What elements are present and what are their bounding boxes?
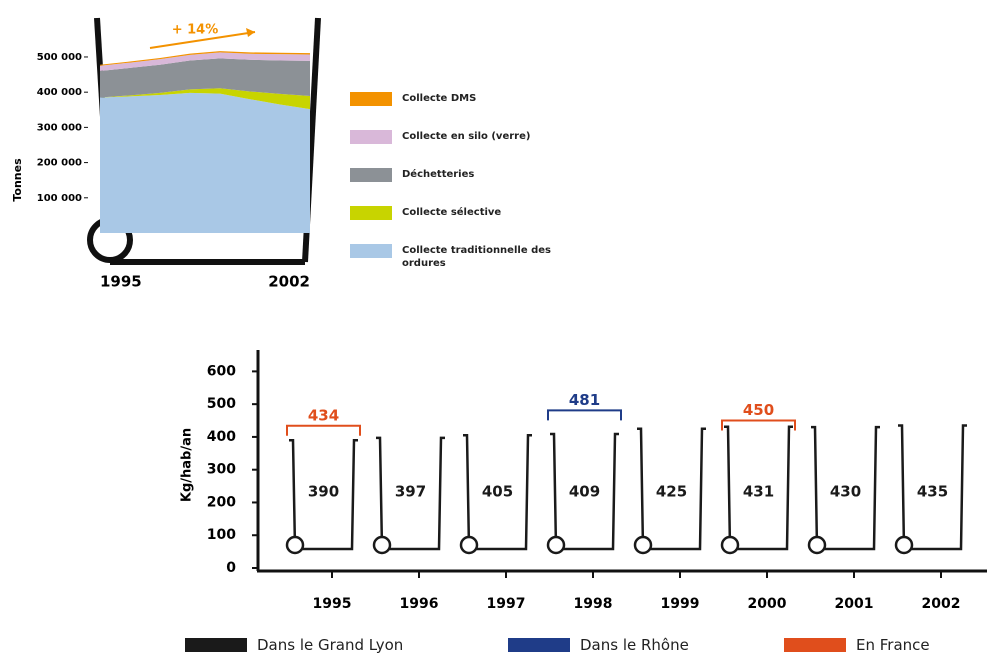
wheel [633, 535, 653, 555]
legend-swatch [350, 206, 392, 220]
area [100, 52, 310, 72]
area [100, 58, 310, 98]
x-tick-label: 2000 [748, 596, 787, 612]
wheel [807, 535, 827, 555]
area [100, 88, 310, 110]
data-label: 425 [656, 483, 687, 501]
legend-swatch [784, 638, 846, 652]
data-label: 397 [395, 483, 426, 501]
data-label: 481 [569, 391, 600, 409]
legend-label: Dans le Rhône [580, 636, 689, 654]
legend-swatch [350, 168, 392, 182]
bucket [724, 425, 793, 551]
bracket [286, 424, 361, 436]
wheel [459, 535, 479, 555]
y-tick-label: 0 [226, 560, 236, 576]
y-axis-label: Tonnes [11, 158, 24, 202]
legend-label: Dans le Grand Lyon [257, 636, 404, 654]
bracket [547, 409, 622, 421]
data-label: 409 [569, 483, 600, 501]
data-label: 431 [743, 483, 774, 501]
legend-item: Déchetteries [350, 168, 567, 182]
arrow-head [246, 28, 255, 37]
y-tick-label: 100 [207, 527, 236, 543]
bucket [289, 438, 358, 551]
legend-item: En France [784, 636, 930, 654]
y-tick-label: 100 000 [37, 193, 82, 204]
data-label: 450 [743, 401, 774, 419]
bucket [898, 424, 967, 551]
legend-item: Collecte sélective [350, 206, 567, 220]
annotation: + 14% [172, 23, 219, 38]
x-tick-label: 1995 [100, 273, 142, 291]
legend-label: Collecte traditionnelle des ordures [402, 245, 551, 269]
legend-swatch [350, 92, 392, 106]
bucket [811, 425, 880, 551]
y-tick-label: 200 000 [37, 158, 82, 169]
x-tick-label: 1996 [400, 596, 439, 612]
legend-item: Collecte en silo (verre) [350, 130, 567, 144]
y-tick-label: 400 [207, 429, 236, 445]
wheel [720, 535, 740, 555]
x-tick-label: 2002 [922, 596, 961, 612]
legend-label: Collecte en silo (verre) [402, 131, 531, 142]
data-label: 390 [308, 483, 339, 501]
area [100, 92, 310, 233]
bucket [550, 432, 619, 551]
legend-swatch [350, 244, 392, 258]
data-label: 405 [482, 483, 513, 501]
legend-item: Collecte traditionnelle des ordures [350, 244, 567, 270]
data-label: 434 [308, 406, 339, 424]
wheel [285, 535, 305, 555]
legend-item: Dans le Grand Lyon [185, 636, 403, 654]
y-tick-label: 300 000 [37, 122, 82, 133]
x-tick-label: 2002 [268, 273, 310, 291]
x-tick-label: 2001 [835, 596, 874, 612]
y-tick-label: 200 [207, 494, 236, 510]
y-tick-label: 600 [207, 363, 236, 379]
wheel [372, 535, 392, 555]
y-axis-label: Kg/hab/an [180, 428, 195, 502]
bucket [637, 427, 706, 551]
legend-swatch [350, 130, 392, 144]
legend-label: Collecte sélective [402, 207, 502, 218]
legend-label: En France [856, 636, 930, 654]
data-label: 435 [917, 483, 948, 501]
legend-swatch [185, 638, 247, 652]
x-tick-label: 1997 [487, 596, 526, 612]
y-tick-label: 400 000 [37, 87, 82, 98]
legend-label: Collecte DMS [402, 93, 477, 104]
wheel [546, 535, 566, 555]
wheel [894, 535, 914, 555]
x-tick-label: 1999 [661, 596, 700, 612]
y-tick-label: 500 [207, 396, 236, 412]
x-tick-label: 1995 [313, 596, 352, 612]
bucket [376, 436, 445, 551]
legend-item: Dans le Rhône [508, 636, 689, 654]
data-label: 430 [830, 483, 861, 501]
annotation-arrow [149, 31, 256, 49]
bracket [721, 419, 796, 431]
legend-label: Déchetteries [402, 169, 475, 180]
legend-swatch [508, 638, 570, 652]
bucket [463, 434, 532, 551]
legend-item: Collecte DMS [350, 92, 567, 106]
x-tick-label: 1998 [574, 596, 613, 612]
y-tick-label: 500 000 [37, 52, 82, 63]
y-tick-label: 300 [207, 462, 236, 478]
